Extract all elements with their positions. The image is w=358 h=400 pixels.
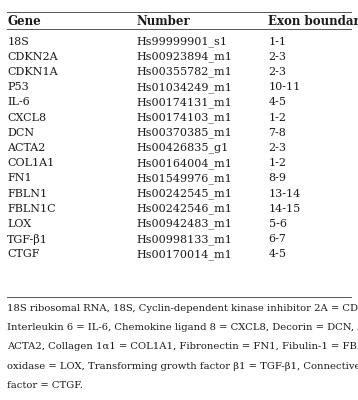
Text: CDKN1A: CDKN1A: [7, 67, 58, 77]
Text: Hs00164004_m1: Hs00164004_m1: [136, 158, 232, 168]
Text: Hs00998133_m1: Hs00998133_m1: [136, 234, 232, 244]
Text: FN1: FN1: [7, 174, 32, 183]
Text: Exon boundary: Exon boundary: [268, 15, 358, 28]
Text: 4-5: 4-5: [268, 97, 286, 107]
Text: ACTA2, Collagen 1α1 = COL1A1, Fibronectin = FN1, Fibulin-1 = FBLN1, Lysyl: ACTA2, Collagen 1α1 = COL1A1, Fibronecti…: [7, 342, 358, 351]
Text: Hs00923894_m1: Hs00923894_m1: [136, 52, 232, 62]
Text: 5-6: 5-6: [268, 219, 286, 229]
Text: 1-1: 1-1: [268, 37, 286, 47]
Text: Hs00942483_m1: Hs00942483_m1: [136, 219, 232, 229]
Text: Hs00242546_m1: Hs00242546_m1: [136, 204, 232, 214]
Text: 1-2: 1-2: [268, 158, 286, 168]
Text: Interleukin 6 = IL-6, Chemokine ligand 8 = CXCL8, Decorin = DCN, Actin alpha 2 =: Interleukin 6 = IL-6, Chemokine ligand 8…: [7, 323, 358, 332]
Text: Number: Number: [136, 15, 190, 28]
Text: TGF-β1: TGF-β1: [7, 234, 48, 245]
Text: LOX: LOX: [7, 219, 31, 229]
Text: Hs00355782_m1: Hs00355782_m1: [136, 67, 232, 77]
Text: 7-8: 7-8: [268, 128, 286, 138]
Text: 8-9: 8-9: [268, 174, 286, 183]
Text: factor = CTGF.: factor = CTGF.: [7, 381, 83, 390]
Text: 2-3: 2-3: [268, 52, 286, 62]
Text: Gene: Gene: [7, 15, 41, 28]
Text: FBLN1C: FBLN1C: [7, 204, 56, 214]
Text: DCN: DCN: [7, 128, 34, 138]
Text: Hs00174103_m1: Hs00174103_m1: [136, 112, 232, 123]
Text: P53: P53: [7, 82, 29, 92]
Text: Hs99999901_s1: Hs99999901_s1: [136, 36, 227, 47]
Text: CDKN2A: CDKN2A: [7, 52, 58, 62]
Text: 18S ribosomal RNA, 18S, Cyclin-dependent kinase inhibitor 2A = CDKN2A,: 18S ribosomal RNA, 18S, Cyclin-dependent…: [7, 304, 358, 313]
Text: 18S: 18S: [7, 37, 29, 47]
Text: Hs00174131_m1: Hs00174131_m1: [136, 97, 232, 108]
Text: Hs00426835_g1: Hs00426835_g1: [136, 143, 228, 153]
Text: 2-3: 2-3: [268, 67, 286, 77]
Text: CTGF: CTGF: [7, 250, 40, 260]
Text: Hs00370385_m1: Hs00370385_m1: [136, 128, 232, 138]
Text: 6-7: 6-7: [268, 234, 286, 244]
Text: 1-2: 1-2: [268, 113, 286, 122]
Text: Hs00170014_m1: Hs00170014_m1: [136, 249, 232, 260]
Text: 4-5: 4-5: [268, 250, 286, 260]
Text: 2-3: 2-3: [268, 143, 286, 153]
Text: COL1A1: COL1A1: [7, 158, 54, 168]
Text: Hs01034249_m1: Hs01034249_m1: [136, 82, 232, 92]
Text: CXCL8: CXCL8: [7, 113, 46, 122]
Text: Hs01549976_m1: Hs01549976_m1: [136, 173, 232, 184]
Text: 10-11: 10-11: [268, 82, 301, 92]
Text: oxidase = LOX, Transforming growth factor β1 = TGF-β1, Connective tissue growth: oxidase = LOX, Transforming growth facto…: [7, 362, 358, 370]
Text: 13-14: 13-14: [268, 189, 301, 198]
Text: FBLN1: FBLN1: [7, 189, 47, 198]
Text: Hs00242545_m1: Hs00242545_m1: [136, 188, 232, 199]
Text: IL-6: IL-6: [7, 97, 30, 107]
Text: ACTA2: ACTA2: [7, 143, 45, 153]
Text: 14-15: 14-15: [268, 204, 301, 214]
